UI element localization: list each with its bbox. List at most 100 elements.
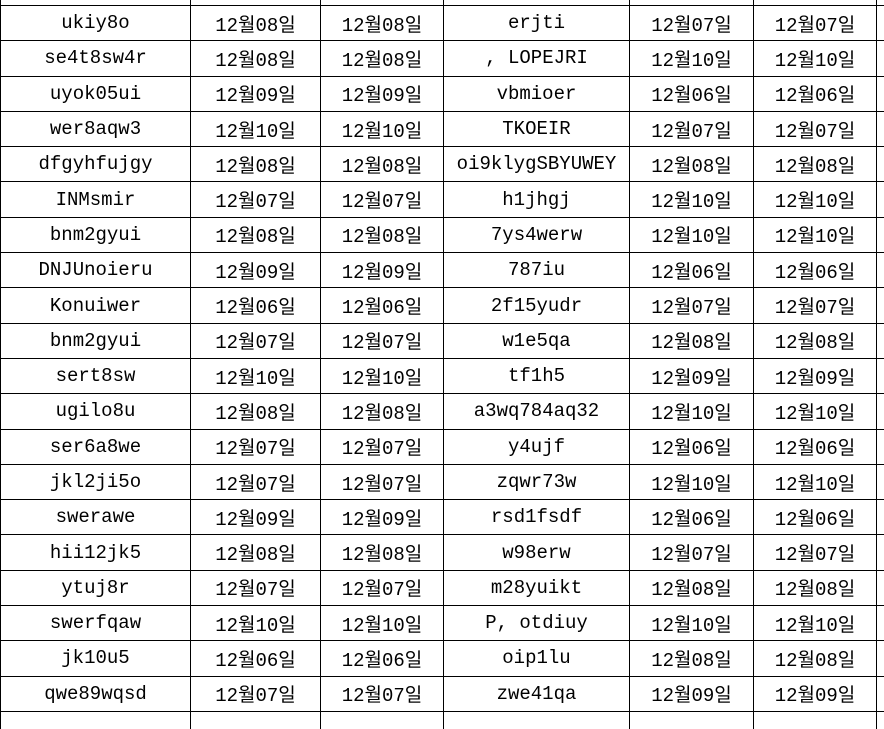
cell-date[interactable]: 12월06일: [191, 288, 321, 324]
cell-date[interactable]: 12월10일: [630, 394, 754, 430]
cell-sliver[interactable]: [877, 253, 884, 289]
cell-name[interactable]: 7ys4werw: [444, 217, 630, 254]
cell-date[interactable]: 12월07일: [191, 429, 321, 465]
cell-date[interactable]: 12월08일: [191, 217, 321, 254]
cell-date[interactable]: 12월10일: [630, 41, 754, 77]
cell-date[interactable]: 12월09일: [191, 76, 321, 112]
cell-partial-bottom[interactable]: [444, 711, 630, 729]
cell-date[interactable]: 12월06일: [321, 641, 444, 677]
cell-date[interactable]: 12월06일: [754, 500, 877, 536]
cell-name[interactable]: , LOPEJRI: [444, 41, 630, 77]
cell-sliver[interactable]: [877, 464, 884, 501]
cell-date[interactable]: 12월09일: [630, 358, 754, 395]
cell-name[interactable]: ugilo8u: [1, 394, 191, 430]
cell-partial-bottom[interactable]: [754, 711, 877, 729]
cell-sliver[interactable]: [877, 500, 884, 536]
cell-name[interactable]: swerawe: [1, 500, 191, 536]
cell-name[interactable]: wer8aqw3: [1, 111, 191, 148]
cell-date[interactable]: 12월07일: [191, 676, 321, 712]
cell-date[interactable]: 12월09일: [754, 358, 877, 395]
cell-date[interactable]: 12월07일: [630, 111, 754, 148]
cell-date[interactable]: 12월06일: [630, 76, 754, 112]
cell-date[interactable]: 12월07일: [321, 464, 444, 501]
cell-date[interactable]: 12월08일: [630, 641, 754, 677]
cell-date[interactable]: 12월08일: [321, 394, 444, 430]
cell-date[interactable]: 12월08일: [191, 41, 321, 77]
cell-date[interactable]: 12월08일: [191, 394, 321, 430]
cell-sliver[interactable]: [877, 641, 884, 677]
cell-date[interactable]: 12월06일: [754, 429, 877, 465]
cell-name[interactable]: ser6a8we: [1, 429, 191, 465]
cell-date[interactable]: 12월10일: [754, 606, 877, 642]
cell-name[interactable]: Konuiwer: [1, 288, 191, 324]
cell-sliver[interactable]: [877, 288, 884, 324]
cell-name[interactable]: jkl2ji5o: [1, 464, 191, 501]
cell-date[interactable]: 12월10일: [321, 111, 444, 148]
cell-date[interactable]: 12월08일: [191, 535, 321, 571]
cell-name[interactable]: m28yuikt: [444, 570, 630, 607]
cell-name[interactable]: w1e5qa: [444, 323, 630, 359]
cell-date[interactable]: 12월10일: [754, 394, 877, 430]
cell-date[interactable]: 12월08일: [754, 323, 877, 359]
cell-date[interactable]: 12월10일: [754, 41, 877, 77]
cell-name[interactable]: 787iu: [444, 253, 630, 289]
cell-name[interactable]: w98erw: [444, 535, 630, 571]
cell-partial-top[interactable]: [321, 0, 444, 6]
cell-date[interactable]: 12월08일: [321, 6, 444, 42]
cell-date[interactable]: 12월08일: [754, 570, 877, 607]
cell-date[interactable]: 12월10일: [754, 217, 877, 254]
cell-date[interactable]: 12월08일: [630, 147, 754, 183]
cell-date[interactable]: 12월10일: [754, 182, 877, 218]
cell-date[interactable]: 12월10일: [630, 217, 754, 254]
cell-date[interactable]: 12월07일: [191, 182, 321, 218]
cell-sliver[interactable]: [877, 111, 884, 148]
cell-name[interactable]: P, otdiuy: [444, 606, 630, 642]
cell-name[interactable]: tf1h5: [444, 358, 630, 395]
cell-partial-bottom[interactable]: [877, 711, 884, 729]
cell-name[interactable]: y4ujf: [444, 429, 630, 465]
cell-sliver[interactable]: [877, 217, 884, 254]
cell-date[interactable]: 12월06일: [630, 500, 754, 536]
cell-partial-bottom[interactable]: [630, 711, 754, 729]
cell-name[interactable]: 2f15yudr: [444, 288, 630, 324]
cell-name[interactable]: erjti: [444, 6, 630, 42]
cell-date[interactable]: 12월10일: [321, 606, 444, 642]
cell-date[interactable]: 12월08일: [321, 147, 444, 183]
cell-sliver[interactable]: [877, 394, 884, 430]
cell-date[interactable]: 12월10일: [754, 464, 877, 501]
cell-name[interactable]: ukiy8o: [1, 6, 191, 42]
cell-date[interactable]: 12월07일: [754, 111, 877, 148]
cell-date[interactable]: 12월08일: [630, 570, 754, 607]
cell-date[interactable]: 12월07일: [321, 570, 444, 607]
cell-partial-bottom[interactable]: [1, 711, 191, 729]
cell-date[interactable]: 12월06일: [630, 429, 754, 465]
cell-name[interactable]: DNJUnoieru: [1, 253, 191, 289]
cell-date[interactable]: 12월09일: [191, 253, 321, 289]
cell-sliver[interactable]: [877, 41, 884, 77]
cell-date[interactable]: 12월09일: [754, 676, 877, 712]
cell-date[interactable]: 12월06일: [630, 253, 754, 289]
cell-name[interactable]: zqwr73w: [444, 464, 630, 501]
cell-name[interactable]: hii12jk5: [1, 535, 191, 571]
cell-name[interactable]: se4t8sw4r: [1, 41, 191, 77]
cell-partial-top[interactable]: [754, 0, 877, 6]
cell-name[interactable]: ytuj8r: [1, 570, 191, 607]
cell-partial-top[interactable]: [191, 0, 321, 6]
cell-partial-top[interactable]: [1, 0, 191, 6]
cell-date[interactable]: 12월10일: [321, 358, 444, 395]
cell-sliver[interactable]: [877, 147, 884, 183]
cell-partial-bottom[interactable]: [191, 711, 321, 729]
cell-name[interactable]: dfgyhfujgy: [1, 147, 191, 183]
cell-name[interactable]: vbmioer: [444, 76, 630, 112]
cell-date[interactable]: 12월08일: [630, 323, 754, 359]
cell-name[interactable]: swerfqaw: [1, 606, 191, 642]
cell-sliver[interactable]: [877, 323, 884, 359]
cell-name[interactable]: rsd1fsdf: [444, 500, 630, 536]
cell-name[interactable]: h1jhgj: [444, 182, 630, 218]
cell-date[interactable]: 12월07일: [321, 429, 444, 465]
cell-name[interactable]: oip1lu: [444, 641, 630, 677]
cell-date[interactable]: 12월09일: [191, 500, 321, 536]
cell-date[interactable]: 12월08일: [754, 641, 877, 677]
cell-sliver[interactable]: [877, 535, 884, 571]
cell-date[interactable]: 12월08일: [321, 217, 444, 254]
